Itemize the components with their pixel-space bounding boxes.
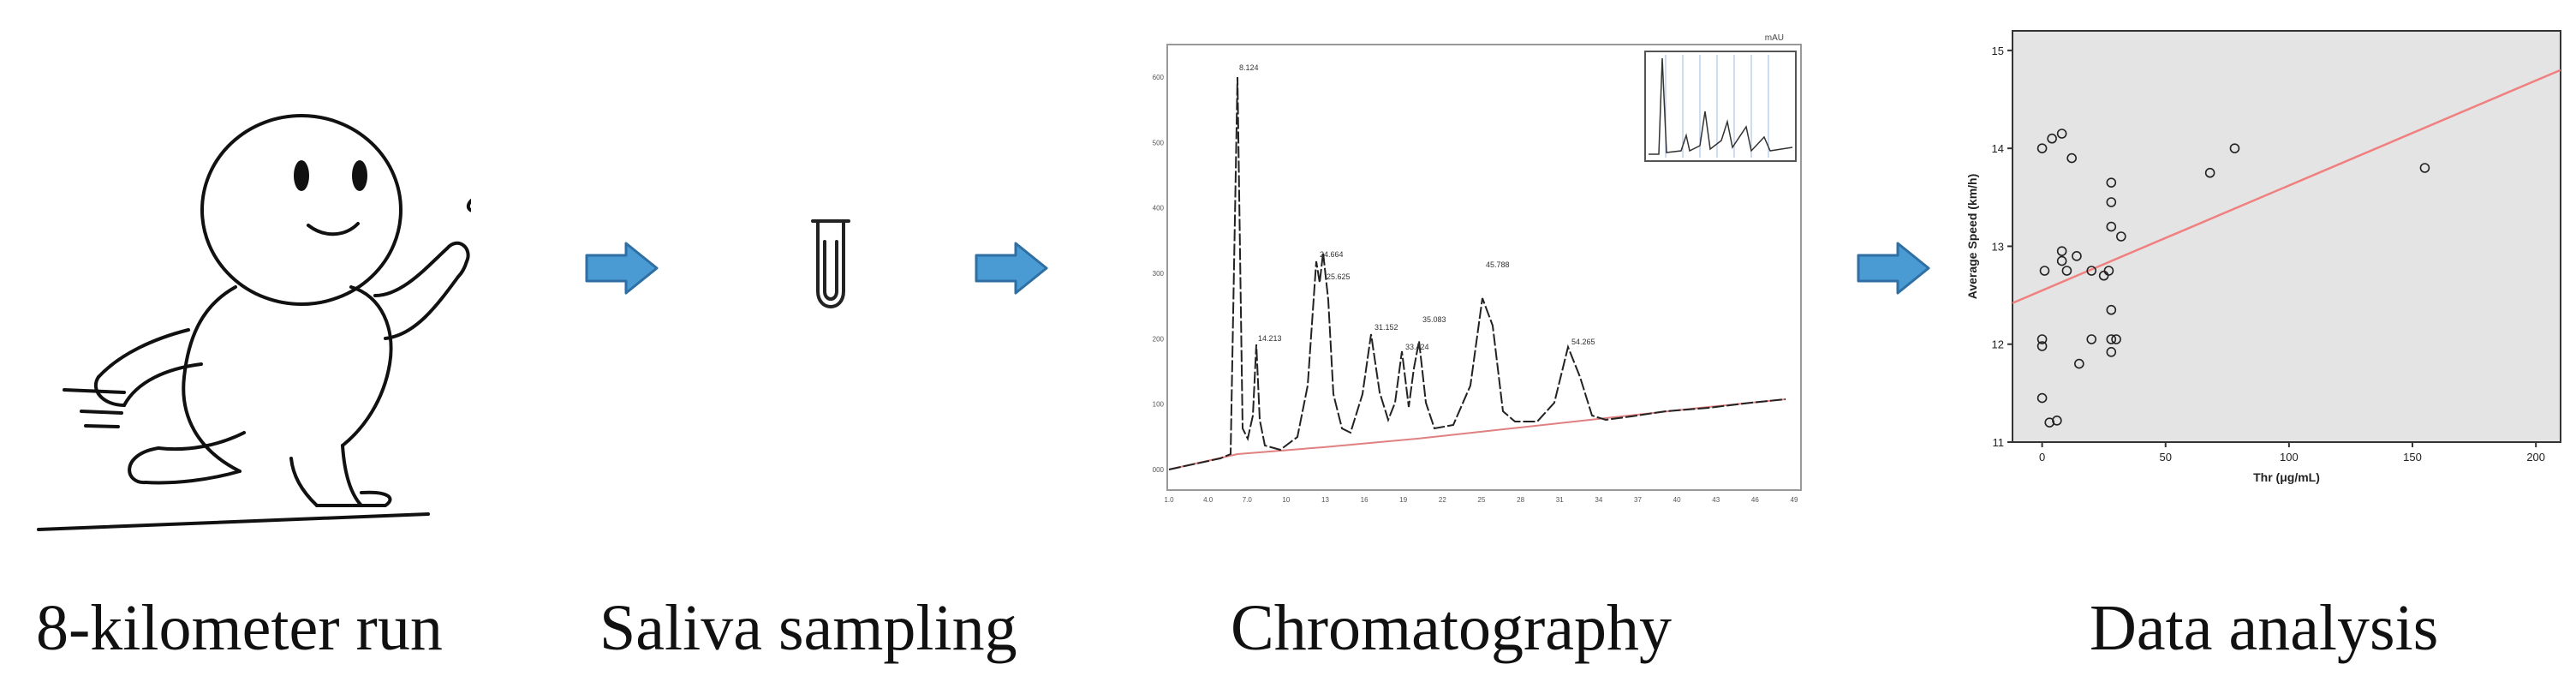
- data-point: [2066, 153, 2077, 164]
- peak-label: 35.083: [1422, 315, 1446, 324]
- x-axis-label: Thr (μg/mL): [2253, 470, 2320, 484]
- data-point: [2061, 266, 2072, 276]
- peak-label: 45.788: [1486, 260, 1510, 269]
- data-point: [2052, 416, 2062, 426]
- chromatogram-x-tick-label: 25: [1478, 496, 1486, 504]
- running-figure-icon: [37, 114, 504, 531]
- chromatogram-y-tick-label: 0.600: [1152, 74, 1165, 81]
- chromatogram-x-tick-label: 1.0: [1164, 496, 1174, 504]
- x-tick-label: 150: [2403, 451, 2422, 464]
- step-label-chromatography: Chromatography: [1231, 592, 1673, 664]
- step-label-data-analysis: Data analysis: [2090, 592, 2439, 664]
- chromatogram-x-tick-label: 31: [1556, 496, 1564, 504]
- data-point: [2106, 177, 2117, 188]
- chromatogram-y-tick-label: 0.400: [1152, 205, 1165, 212]
- x-tick-label: 100: [2280, 451, 2299, 464]
- x-tick-label: 0: [2039, 451, 2045, 464]
- data-point: [2056, 255, 2067, 266]
- data-point: [2039, 266, 2050, 276]
- data-point: [2106, 304, 2117, 315]
- data-point: [2074, 358, 2084, 369]
- chromatogram-y-tick-label: 0.300: [1152, 270, 1165, 278]
- data-point: [2106, 221, 2117, 232]
- data-point: [2229, 143, 2240, 153]
- data-point: [2036, 334, 2048, 344]
- y-tick-label: 15: [1992, 45, 2004, 57]
- chromatogram-y-tick-label: 0.000: [1152, 466, 1165, 474]
- peak-label: 33.424: [1405, 343, 1429, 351]
- chromatogram-x-tick-label: 49: [1791, 496, 1798, 504]
- data-point: [2204, 167, 2215, 178]
- data-point: [2086, 266, 2097, 276]
- step-saliva-illustration: [809, 216, 852, 314]
- fit-line: [2012, 69, 2561, 304]
- chromatogram-x-tick-label: 37: [1634, 496, 1642, 504]
- step-chromatography-illustration: mAU 0.6000.5000.4000.3000.2000.1000.000 …: [1147, 26, 1816, 514]
- y-tick-label: 14: [1992, 142, 2004, 155]
- data-point: [2086, 334, 2097, 344]
- peak-label: 8.124: [1239, 63, 1259, 72]
- peak-label: 25.625: [1327, 272, 1351, 281]
- chromatogram-unit-label: mAU: [1765, 33, 1784, 43]
- step-data-analysis-illustration: 11 12 13 14 15 0 50 100 150 200 Thr (μg/mL) Aver…: [1961, 17, 2569, 497]
- chromatogram-y-tick-label: 0.200: [1152, 335, 1165, 343]
- data-point: [2419, 163, 2430, 173]
- chromatogram-x-tick-label: 7.0: [1243, 496, 1253, 504]
- flow-arrow-icon: [1857, 242, 1930, 295]
- chromatogram-icon: mAU 0.6000.5000.4000.3000.2000.1000.000 …: [1147, 33, 1802, 504]
- data-point: [2036, 392, 2048, 404]
- data-point: [2036, 341, 2048, 351]
- y-tick-label: 11: [1993, 436, 2005, 449]
- plot-area: [2012, 30, 2561, 443]
- data-point: [2111, 334, 2121, 344]
- chromatogram-x-tick-label: 16: [1361, 496, 1368, 504]
- data-point: [2047, 133, 2057, 144]
- chromatogram-inset-trace: [1649, 57, 1793, 155]
- chromatogram-x-tick-label: 43: [1712, 496, 1720, 504]
- y-tick-label: 13: [1992, 240, 2004, 253]
- data-point: [2103, 266, 2114, 276]
- x-tick-label: 200: [2526, 451, 2545, 464]
- peak-label: 31.152: [1374, 323, 1398, 332]
- data-point: [2106, 334, 2117, 344]
- data-point: [2036, 143, 2048, 153]
- step-label-saliva: Saliva sampling: [599, 592, 1017, 664]
- chromatogram-x-tick-label: 13: [1321, 496, 1329, 504]
- scatter-plot-icon: 11 12 13 14 15 0 50 100 150 200 Thr (μg/mL) Aver…: [1965, 30, 2561, 484]
- chromatogram-x-tick-label: 28: [1517, 496, 1524, 504]
- chromatogram-y-tick-label: 0.100: [1152, 401, 1165, 409]
- chromatogram-x-tick-label: 4.0: [1203, 496, 1213, 504]
- y-tick-label: 12: [1992, 338, 2004, 351]
- step-run-illustration: [26, 81, 504, 535]
- chromatogram-x-tick-label: 22: [1439, 496, 1446, 504]
- chromatogram-x-tick-label: 46: [1751, 496, 1759, 504]
- peak-label: 24.664: [1320, 250, 1344, 259]
- step-label-run: 8-kilometer run: [36, 592, 443, 664]
- flow-arrow-icon: [585, 242, 659, 295]
- data-point: [2056, 246, 2067, 256]
- chromatogram-trace: [1168, 76, 1786, 470]
- y-axis-label: Average Speed (km/h): [1965, 174, 1979, 300]
- data-point: [2116, 231, 2126, 242]
- chromatogram-inset: [1644, 51, 1797, 162]
- test-tube-icon: [811, 219, 850, 308]
- data-point: [2106, 347, 2117, 357]
- peak-label: 54.265: [1571, 338, 1595, 346]
- chromatogram-y-tick-label: 0.500: [1152, 139, 1165, 147]
- chromatogram-x-tick-label: 19: [1399, 496, 1407, 504]
- chromatogram-x-tick-label: 40: [1673, 496, 1681, 504]
- chromatogram-x-tick-label: 10: [1282, 496, 1290, 504]
- x-tick-label: 50: [2160, 451, 2172, 464]
- data-point: [2072, 251, 2082, 261]
- data-point: [2056, 129, 2067, 139]
- chromatogram-x-tick-label: 34: [1595, 496, 1602, 504]
- flow-arrow-icon: [975, 242, 1048, 295]
- peak-label: 14.213: [1258, 334, 1282, 343]
- data-point: [2106, 197, 2117, 207]
